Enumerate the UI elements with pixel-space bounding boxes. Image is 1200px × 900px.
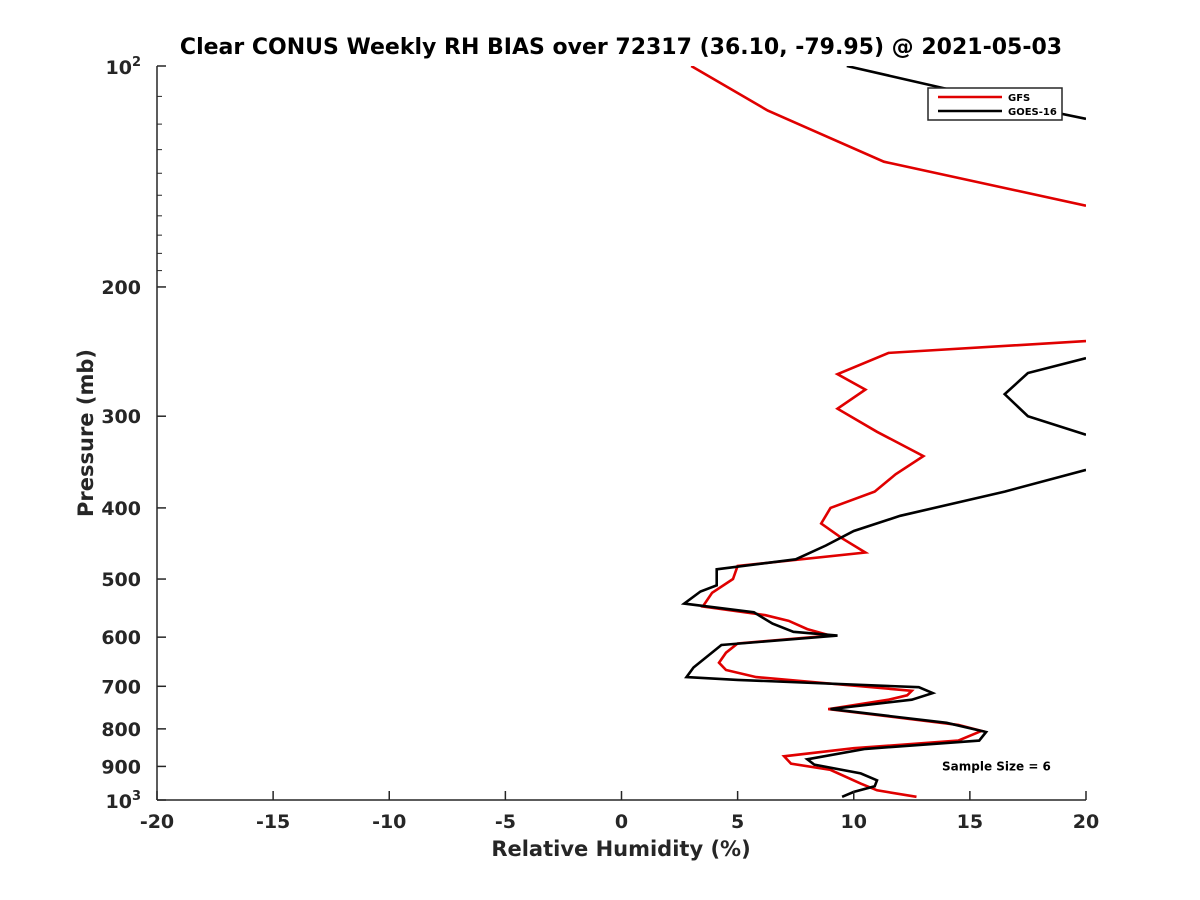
legend-entry: GFS xyxy=(1008,93,1030,104)
x-axis-title: Relative Humidity (%) xyxy=(491,837,750,861)
y-tick-label: 400 xyxy=(101,498,141,520)
x-tick-label: 10 xyxy=(841,811,867,833)
y-tick-label: 600 xyxy=(101,627,141,649)
x-tick-label: 15 xyxy=(957,811,983,833)
x-tick-label: 20 xyxy=(1073,811,1099,833)
axes: -20 -15 -10 -5 0 5 10 15 20 102 200 300 400 500 600 700… xyxy=(101,55,1099,833)
y-axis-title: Pressure (mb) xyxy=(74,349,98,517)
x-tick-label: -15 xyxy=(256,811,290,833)
plot-area xyxy=(680,66,1086,799)
y-tick-label: 300 xyxy=(101,406,141,428)
legend: GFS GOES-16 xyxy=(927,87,1063,121)
series-line-goes-16-segment-3 xyxy=(680,468,1086,798)
x-tick-label: -5 xyxy=(495,811,516,833)
y-tick-label-power: 102 xyxy=(106,55,142,79)
chart-title: Clear CONUS Weekly RH BIAS over 72317 (3… xyxy=(180,35,1062,60)
annotations: Sample Size = 6 xyxy=(942,759,1051,773)
y-tick-label: 900 xyxy=(101,756,141,778)
sample-size-annotation: Sample Size = 6 xyxy=(942,759,1051,773)
x-tick-label: -10 xyxy=(372,811,406,833)
series-line-gfs-segment-2 xyxy=(700,339,1086,799)
y-tick-label-power: 103 xyxy=(106,789,142,813)
y-tick-label: 800 xyxy=(101,719,141,741)
x-tick-label: 5 xyxy=(731,811,744,833)
y-tick-label: 700 xyxy=(101,676,141,698)
x-tick-label: -20 xyxy=(140,811,174,833)
legend-entry: GOES-16 xyxy=(1008,107,1057,118)
series-line-goes-16-segment-2 xyxy=(1002,356,1086,437)
series-line-gfs-segment-1 xyxy=(690,66,1086,207)
x-tick-label: 0 xyxy=(615,811,628,833)
y-tick-label: 500 xyxy=(101,569,141,591)
y-tick-label: 200 xyxy=(101,277,141,299)
legend-box xyxy=(927,87,1063,121)
